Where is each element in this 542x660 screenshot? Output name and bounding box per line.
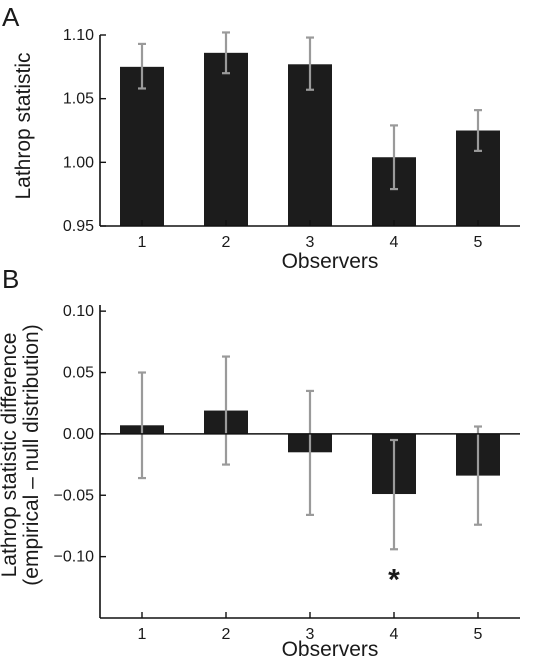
- panel-b-x-axis-title: Observers: [282, 638, 379, 660]
- x-tick-label: 1: [138, 234, 147, 251]
- x-tick-label: 3: [306, 234, 315, 251]
- significance-asterisk: *: [388, 563, 400, 596]
- x-tick-label: 2: [222, 234, 231, 251]
- panel-a-axes: 0.95 1.00 1.05 1.10 1 2 3 4 5: [63, 27, 520, 251]
- panel-letter-b: B: [2, 264, 19, 294]
- error-bar-observer-3: [306, 36, 314, 91]
- y-tick-label: 0.05: [63, 365, 94, 382]
- x-tick-label: 4: [390, 234, 399, 251]
- panel-b-y-axis-title-line2: (empirical – null distribution): [20, 324, 43, 585]
- error-bar-observer-5: [474, 109, 482, 152]
- y-tick-label: 0.00: [63, 426, 94, 443]
- y-tick-label: 0.95: [63, 218, 94, 235]
- x-tick-label: 5: [474, 626, 483, 643]
- error-bar-observer-1: [138, 371, 146, 480]
- bar-observer-2: [204, 52, 248, 227]
- error-bar-observer-2: [222, 355, 230, 466]
- y-tick-label: 1.00: [63, 154, 94, 171]
- panel-a: A 0.95 1.00 1.05 1.10 1 2 3 4 5 Observers Lathro…: [2, 2, 520, 273]
- x-tick-label: 4: [390, 626, 399, 643]
- panel-b-y-axis-title-line1: Lathrop statistic difference: [0, 333, 21, 578]
- error-bar-observer-4: [390, 124, 398, 191]
- x-tick-label: 2: [222, 626, 231, 643]
- bar-observer-1: [120, 66, 164, 226]
- error-bar-observer-3: [306, 389, 314, 516]
- y-tick-label: 1.05: [63, 91, 94, 108]
- x-tick-label: 3: [306, 626, 315, 643]
- panel-a-y-axis-title: Lathrop statistic: [12, 52, 35, 199]
- y-tick-label: −0.05: [54, 487, 95, 504]
- error-bar-observer-2: [222, 31, 230, 75]
- panel-b-axes: −0.10 −0.05 0.00 0.05 0.10 1 2 3 4 5: [54, 303, 520, 643]
- panel-b: B −0.10 −0.05 0.00 0.05 0.10 1 2 3 4 5 * Observer…: [0, 264, 520, 660]
- panel-a-error-bars: [138, 31, 482, 191]
- x-tick-label: 1: [138, 626, 147, 643]
- error-bar-observer-5: [474, 425, 482, 526]
- bar-observer-3: [288, 64, 332, 226]
- error-bar-observer-1: [138, 42, 146, 90]
- y-tick-label: −0.10: [54, 549, 95, 566]
- panel-letter-a: A: [2, 2, 20, 32]
- x-tick-label: 5: [474, 234, 483, 251]
- y-tick-label: 0.10: [63, 303, 94, 320]
- panel-a-x-axis-title: Observers: [282, 250, 379, 273]
- panel-b-error-bars: [138, 355, 482, 551]
- error-bar-observer-4: [390, 438, 398, 551]
- y-tick-label: 1.10: [63, 27, 94, 44]
